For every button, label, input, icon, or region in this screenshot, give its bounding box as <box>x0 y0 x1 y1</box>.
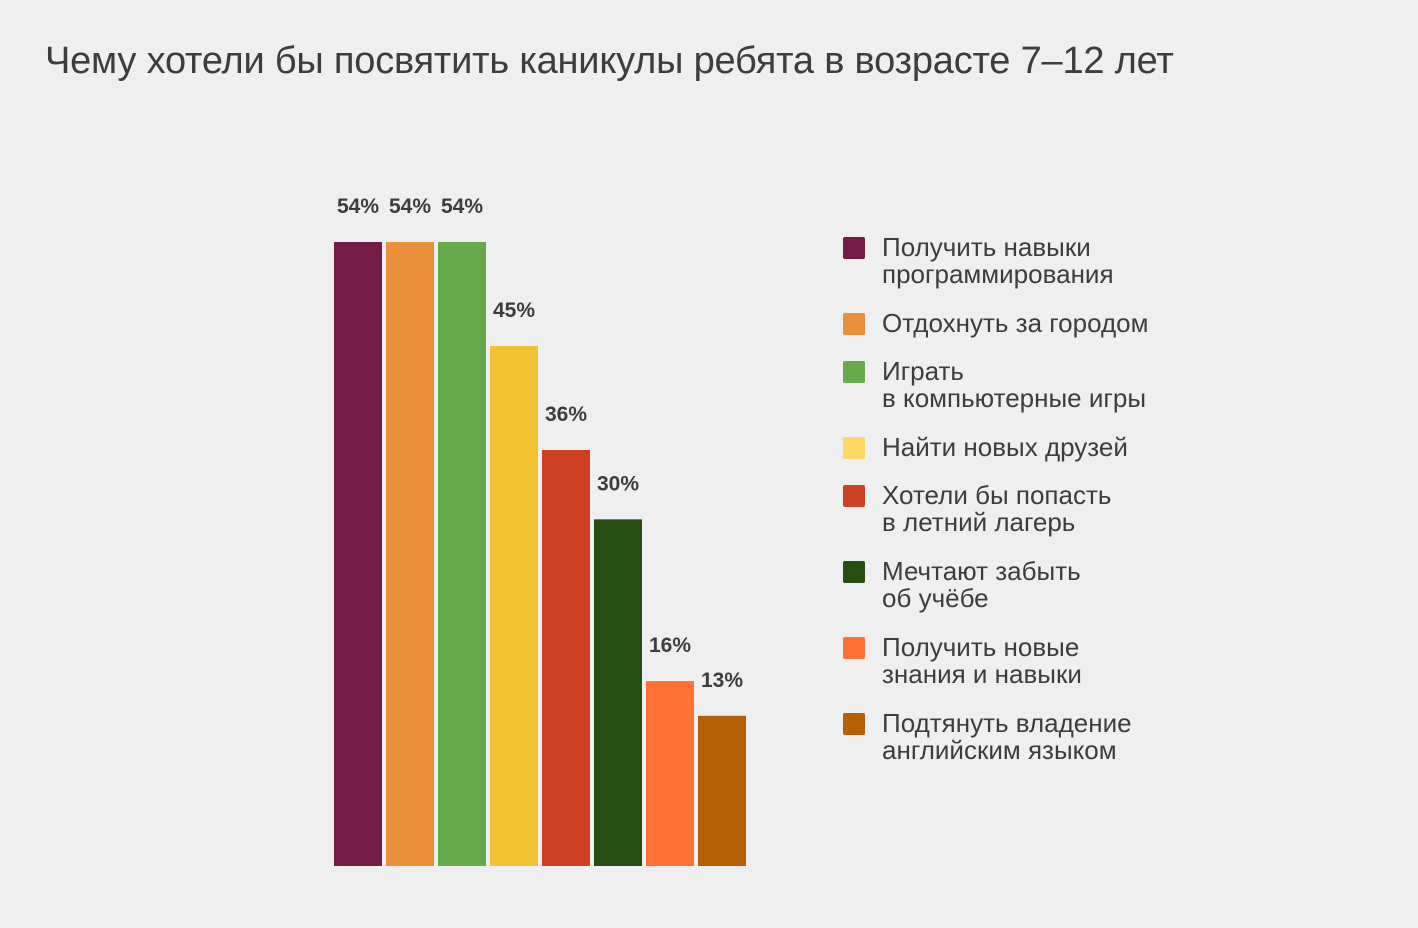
legend-swatch <box>843 437 865 459</box>
data-label-3: 54% <box>441 195 483 218</box>
legend-label: Мечтают забыть об учёбе <box>882 556 1081 613</box>
legend-label: Подтянуть владение английским языком <box>882 708 1132 765</box>
data-label-8: 13% <box>701 669 743 692</box>
legend-item-4: Найти новых друзей <box>843 434 1128 461</box>
legend-label: Получить навыки программирования <box>882 232 1114 289</box>
legend-label: Играть в компьютерные игры <box>882 356 1147 413</box>
data-label-7: 16% <box>649 634 691 657</box>
legend-item-1: Получить навыки программирования <box>843 234 1114 288</box>
legend-label: Хотели бы попасть в летний лагерь <box>882 480 1112 537</box>
data-label-6: 30% <box>597 472 639 495</box>
legend-item-8: Подтянуть владение английским языком <box>843 710 1132 764</box>
legend-swatch <box>843 361 865 383</box>
legend-swatch <box>843 713 865 735</box>
legend-swatch <box>843 637 865 659</box>
legend-item-7: Получить новые знания и навыки <box>843 634 1082 688</box>
bar-5 <box>542 450 590 866</box>
legend-swatch <box>843 561 865 583</box>
legend-item-2: Отдохнуть за городом <box>843 310 1148 337</box>
legend-label: Отдохнуть за городом <box>882 308 1149 338</box>
data-label-5: 36% <box>545 403 587 426</box>
legend-swatch <box>843 237 865 259</box>
bar-7 <box>646 681 694 866</box>
legend-item-6: Мечтают забыть об учёбе <box>843 558 1081 612</box>
data-label-1: 54% <box>337 195 379 218</box>
bar-1 <box>334 242 382 866</box>
bar-3 <box>438 242 486 866</box>
legend-label: Получить новые знания и навыки <box>882 632 1082 689</box>
bar-6 <box>594 519 642 866</box>
bar-2 <box>386 242 434 866</box>
legend-label: Найти новых друзей <box>882 432 1128 462</box>
bar-8 <box>698 715 746 866</box>
legend-item-3: Играть в компьютерные игры <box>843 358 1146 412</box>
bar-4 <box>490 346 538 866</box>
legend-swatch <box>843 485 865 507</box>
legend-item-5: Хотели бы попасть в летний лагерь <box>843 482 1111 536</box>
chart-title: Чему хотели бы посвятить каникулы ребята… <box>45 40 1174 82</box>
data-label-4: 45% <box>493 299 535 322</box>
data-label-2: 54% <box>389 195 431 218</box>
legend-swatch <box>843 313 865 335</box>
